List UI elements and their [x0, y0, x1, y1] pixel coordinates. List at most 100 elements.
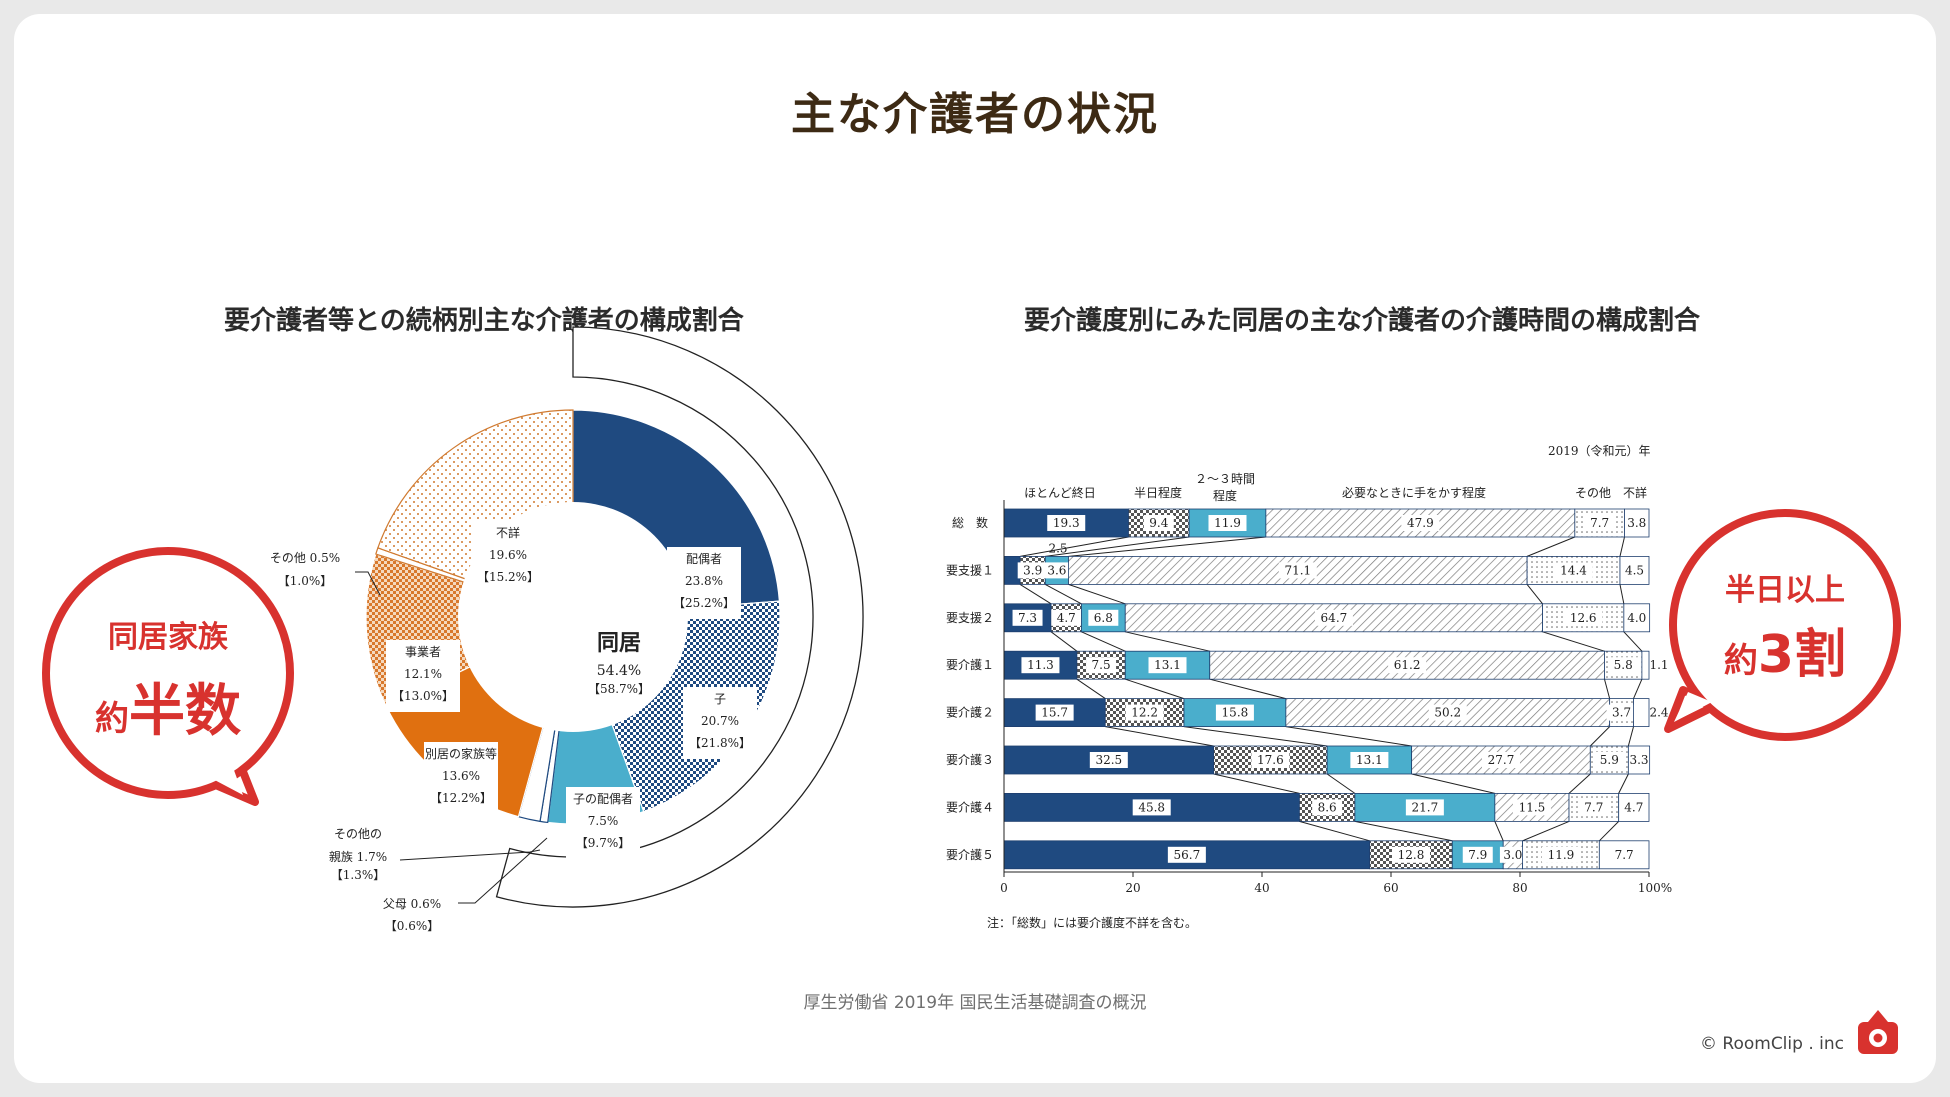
bar-connector-line — [1019, 583, 1052, 605]
bar-value-box — [1462, 846, 1493, 863]
bar-connector-line — [1604, 679, 1611, 699]
bar-value-box — [1148, 657, 1187, 674]
bar-connector-line — [1633, 679, 1643, 699]
legend-series-0: ほとんど終日 — [1024, 485, 1096, 500]
bar-connector-line — [1068, 536, 1266, 557]
bar-segment — [1619, 556, 1650, 585]
bar-value-label: 3.3 — [1629, 753, 1648, 767]
bar-x-tick-label: 20 — [1125, 881, 1140, 895]
bar-value-label: 50.2 — [1434, 706, 1461, 720]
legend-series-3: 必要なときに手をかす程度 — [1342, 485, 1486, 500]
bar-value-box — [1312, 799, 1343, 816]
pie-chart: 配偶者 23.8% 【25.2%】子 20.7% 【21.8%】子の配偶者 7.5% 【9.… — [270, 326, 864, 933]
bar-x-tick-label: 60 — [1383, 881, 1398, 895]
bar-value-box — [1143, 515, 1174, 531]
bar-connector-line — [1542, 631, 1605, 652]
bar-connector-line — [1526, 536, 1576, 557]
brand-credit: © RoomClip . inc — [1700, 1034, 1844, 1054]
bar-value-box — [1405, 799, 1444, 816]
bar-segment — [1623, 603, 1651, 633]
bar-value-label: 12.8 — [1398, 848, 1425, 862]
bar-connector-line — [1494, 821, 1504, 841]
bar-connector-line — [1568, 773, 1591, 794]
bar-value-box — [1125, 704, 1164, 721]
pie-label-text: 【21.8%】 — [689, 736, 751, 750]
right-bubble-line2: 約3割 — [1705, 612, 1865, 687]
bar-connector-line — [1020, 536, 1129, 557]
right-speech-bubble — [1664, 509, 1901, 741]
bar-value-label: 8.6 — [1318, 800, 1337, 814]
bar-value-box — [1350, 752, 1389, 768]
bar-value-box — [1499, 846, 1526, 863]
bar-value-box — [1215, 704, 1254, 721]
pie-label-text: 【12.2%】 — [430, 791, 492, 805]
bar-connector-line — [1598, 821, 1620, 842]
bar-connector-line — [1326, 773, 1356, 794]
pie-center-label: 同居 — [597, 630, 641, 656]
bar-x-tick-label: 80 — [1512, 881, 1527, 895]
slide-background — [14, 14, 1936, 1083]
pie-label-text: 【25.2%】 — [673, 596, 735, 610]
stacked-bar-chart: 2019（令和元）年 ほとんど終日 半日程度 ２～３時間 程度 必要なときに手を… — [946, 443, 1672, 930]
bar-category-label: 要介護３ — [946, 752, 994, 767]
bar-connector-line — [1125, 631, 1210, 652]
bar-segment — [1624, 508, 1650, 538]
bar-value-box — [1017, 562, 1048, 579]
bar-value-box — [1278, 562, 1317, 579]
left-bubble-prefix: 約 — [95, 699, 129, 739]
bar-value-box — [1578, 799, 1609, 816]
legend-series-2a: ２～３時間 — [1195, 472, 1255, 486]
bar-value-box — [1564, 609, 1603, 626]
bar-value-label: 15.7 — [1041, 706, 1068, 720]
bar-value-label: 11.5 — [1519, 800, 1546, 814]
pie-label-text: 【0.6%】 — [385, 919, 440, 933]
bar-value-label: 7.7 — [1615, 848, 1634, 862]
bar-value-box — [1608, 657, 1639, 674]
bar-value-label: 4.7 — [1057, 611, 1076, 625]
bar-value-label: 3.9 — [1023, 563, 1042, 577]
bar-value-label: 1.1 — [1649, 658, 1668, 672]
pie-label-text: 23.8% — [685, 574, 723, 588]
bar-connector-line — [1105, 726, 1214, 747]
bar-value-box — [1401, 515, 1440, 531]
pie-label-text: 【9.7%】 — [576, 836, 631, 850]
bar-value-label: 13.1 — [1154, 658, 1181, 672]
bar-value-label: 9.4 — [1149, 516, 1168, 530]
bar-x-tick-label: 40 — [1254, 881, 1269, 895]
pie-label-text: 【1.3%】 — [331, 868, 386, 882]
bar-value-label: 2.5 — [1048, 541, 1067, 555]
bar-value-box — [1041, 562, 1072, 579]
bar-value-box — [1541, 846, 1580, 863]
bar-connector-line — [1411, 773, 1495, 794]
bar-connector-line — [1618, 773, 1629, 794]
bar-value-box — [1512, 799, 1551, 816]
bar-value-box — [1035, 704, 1074, 721]
bar-connector-line — [1526, 584, 1543, 605]
bar-segment — [1641, 650, 1650, 680]
bar-value-box — [1606, 704, 1637, 721]
bar-value-label: 45.8 — [1138, 800, 1165, 814]
left-bubble-emphasis: 半数 — [129, 679, 241, 744]
bar-category-label: 総 数 — [952, 515, 988, 530]
bar-value-label: 47.9 — [1407, 516, 1434, 530]
bar-value-label: 3.0 — [1503, 848, 1522, 862]
bar-segment — [1618, 793, 1650, 822]
bar-category-label: 要介護２ — [946, 705, 994, 720]
bar-value-label: 4.0 — [1627, 611, 1646, 625]
bar-x-tick-label: 0 — [1000, 881, 1008, 895]
bar-value-label: 71.1 — [1284, 563, 1311, 577]
page-title: 主な介護者の状況 — [791, 89, 1159, 140]
bar-value-box — [1428, 704, 1467, 721]
bar-value-box — [1132, 799, 1171, 816]
bar-connector-line — [1081, 631, 1126, 652]
bar-value-label: 11.9 — [1214, 516, 1241, 530]
bar-value-label: 7.7 — [1590, 516, 1609, 530]
bar-value-label: 17.6 — [1257, 753, 1284, 767]
bar-value-label: 7.9 — [1468, 848, 1487, 862]
pie-label-text: 7.5% — [588, 814, 619, 828]
bar-segment — [1598, 840, 1650, 870]
bar-connector-line — [1213, 773, 1300, 794]
bar-connector-line — [1050, 631, 1078, 652]
copyright-mark: © — [1700, 1034, 1717, 1054]
